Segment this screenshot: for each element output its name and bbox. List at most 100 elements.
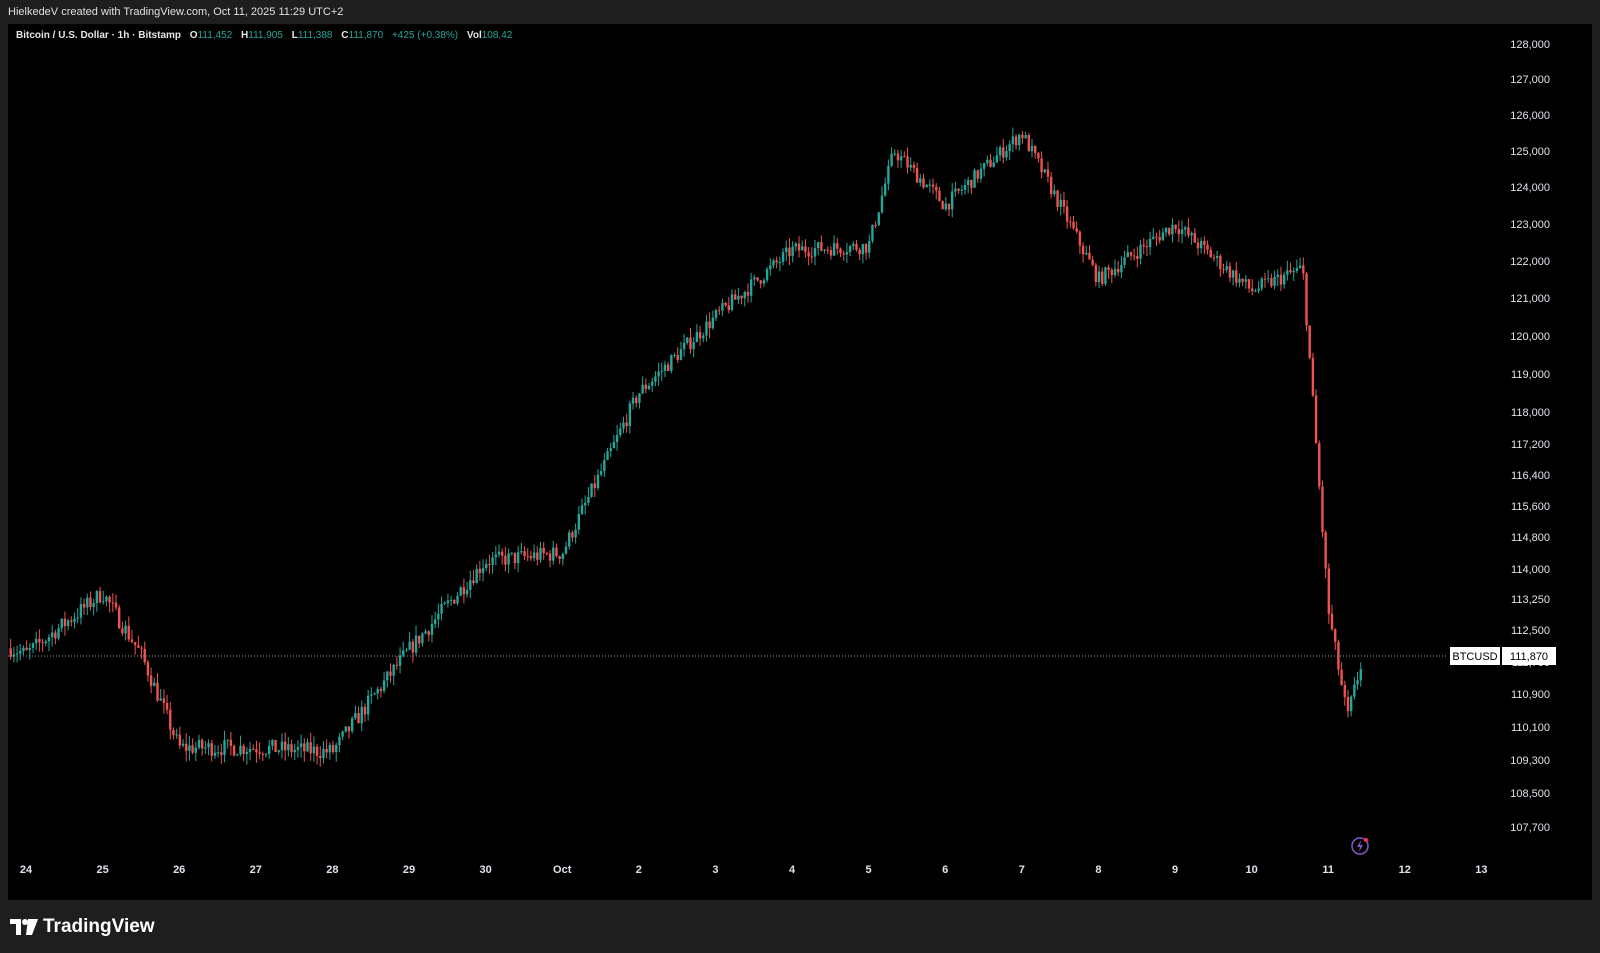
candle-body <box>657 371 660 377</box>
candle-body <box>213 752 217 756</box>
x-tick-label: 30 <box>479 864 491 876</box>
candle-body <box>1298 265 1302 269</box>
x-tick-label: 7 <box>1019 864 1025 876</box>
candle-body <box>392 664 395 676</box>
candle-body <box>1282 274 1286 285</box>
x-tick-label: 28 <box>326 864 338 876</box>
candle-body <box>794 243 798 247</box>
candle-body <box>1072 221 1075 229</box>
candle-body <box>98 591 102 603</box>
candle-body <box>596 474 600 489</box>
candle-body <box>877 212 881 225</box>
candle-body <box>785 247 788 253</box>
candle-body <box>379 688 383 691</box>
candle-body <box>1206 244 1209 250</box>
chart-area[interactable] <box>8 24 1592 900</box>
candle-body <box>1145 246 1149 248</box>
candle-body <box>485 563 488 569</box>
candle-body <box>370 694 373 696</box>
candle-body <box>938 190 941 202</box>
candle-body <box>769 265 772 270</box>
candle-body <box>615 435 619 443</box>
x-tick-label: 8 <box>1095 864 1101 876</box>
candle-body <box>654 376 657 382</box>
candle-body <box>868 240 871 253</box>
attribution-text: HielkedeV created with TradingView.com, … <box>8 6 344 18</box>
candle-body <box>1148 238 1152 248</box>
candle-body <box>165 703 169 710</box>
y-tick-label: 113,250 <box>1511 594 1550 606</box>
open-label: O <box>189 30 198 41</box>
candle-body <box>644 384 648 390</box>
y-tick-label: 124,000 <box>1510 182 1550 194</box>
candle-body <box>593 483 596 489</box>
candle-body <box>1139 244 1142 259</box>
candle-body <box>832 243 836 256</box>
candle-body <box>966 179 970 185</box>
candle-body <box>765 269 769 281</box>
candle-body <box>826 249 829 251</box>
candle-body <box>386 671 389 681</box>
candle-body <box>1107 267 1110 270</box>
candle-body <box>1065 206 1069 222</box>
candle-body <box>890 153 893 166</box>
candle-body <box>446 600 450 603</box>
candle-body <box>331 745 335 753</box>
candle-body <box>427 631 430 635</box>
candle-body <box>986 159 989 164</box>
candle-body <box>1209 249 1212 258</box>
candle-body <box>50 632 54 638</box>
candle-body <box>1359 669 1362 681</box>
candle-body <box>797 243 801 251</box>
candle-body <box>1037 153 1040 159</box>
candle-body <box>287 744 290 751</box>
candle-body <box>1286 270 1289 275</box>
candle-body <box>568 532 571 547</box>
candle-body <box>226 739 229 741</box>
close-value: 111,870 <box>348 30 384 41</box>
close-label: C <box>341 30 349 41</box>
candle-body <box>638 393 641 404</box>
candle-body <box>117 607 121 629</box>
candle-body <box>140 647 143 649</box>
candle-body <box>1311 358 1315 396</box>
candle-body <box>711 317 715 329</box>
candle-body <box>478 568 482 574</box>
tradingview-brand[interactable]: TradingView <box>10 916 155 938</box>
high-label: H <box>241 30 249 41</box>
lightning-icon[interactable] <box>1351 837 1369 855</box>
candle-body <box>1053 190 1056 195</box>
candle-body <box>1349 696 1353 712</box>
candle-body <box>124 625 127 634</box>
candle-body <box>580 505 584 514</box>
candle-body <box>497 551 501 555</box>
candle-body <box>1177 229 1181 235</box>
candle-body <box>433 619 437 624</box>
candle-body <box>510 552 513 554</box>
candle-body <box>1231 270 1235 278</box>
candle-body <box>507 553 510 565</box>
candle-body <box>606 451 609 461</box>
candle-body <box>57 628 60 639</box>
candle-body <box>1126 252 1129 258</box>
candle-body <box>845 252 849 255</box>
candle-body <box>488 563 491 565</box>
candle-body <box>357 713 360 724</box>
candle-body <box>883 183 887 196</box>
candle-body <box>836 243 839 249</box>
y-tick-label: 126,000 <box>1510 110 1550 122</box>
candle-body <box>418 635 421 644</box>
candle-body <box>309 742 312 754</box>
symbol-title: Bitcoin / U.S. Dollar · 1h · Bitstamp <box>16 30 182 41</box>
candle-body <box>200 739 204 749</box>
candle-body <box>207 743 210 748</box>
candle-body <box>631 397 635 404</box>
candle-body <box>60 618 63 629</box>
x-tick-label: 29 <box>403 864 415 876</box>
candle-body <box>204 747 207 749</box>
candle-body <box>1180 229 1184 235</box>
candle-body <box>220 752 223 755</box>
y-tick-label: 125,000 <box>1510 146 1550 158</box>
candle-body <box>1005 151 1008 158</box>
